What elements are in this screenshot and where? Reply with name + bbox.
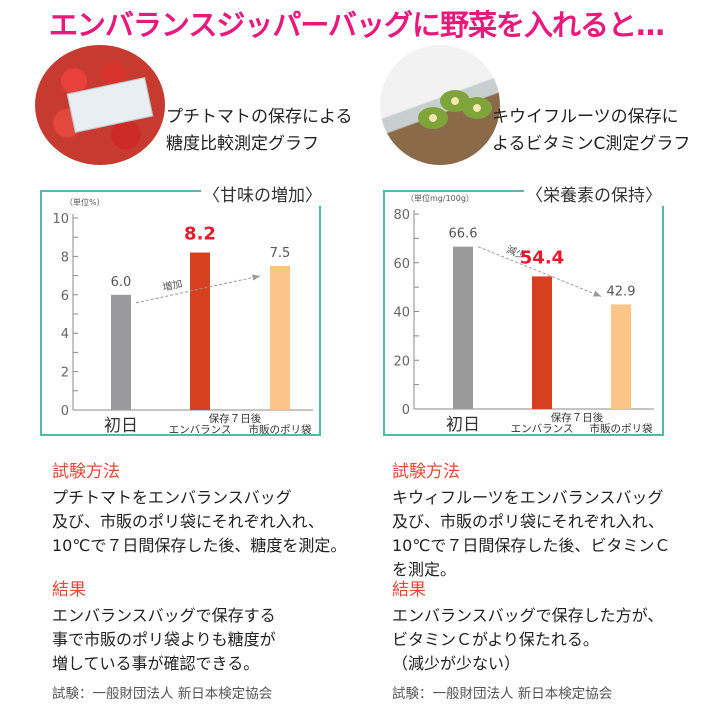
bar-2 [611,304,631,409]
value-label: 8.2 [184,224,216,245]
y-tick-label: 80 [393,208,410,223]
method-line: 及び、市販のポリ袋にそれぞれ入れ、 [52,512,324,531]
trend-arrow [135,275,261,304]
method-heading: 試験方法 [392,462,460,482]
method-line: 10℃で７日間保存した後、糖度を測定。 [52,536,347,555]
page-title: エンバランスジッパーバッグに野菜を入れると… [48,8,665,42]
category-label: 市販のポリ袋 [249,423,312,436]
method-line: を測定。 [392,560,457,579]
bar-0 [453,246,473,409]
caption-line: 糖度比較測定グラフ [166,134,319,154]
result-line: 増している事が確認できる。 [52,654,260,673]
test-source: 試験：一般財団法人 新日本検定協会 [392,686,613,702]
result-line: ビタミンＣがより保たれる。 [392,630,599,649]
group-label: 保存７日後 [551,411,604,424]
method-heading: 試験方法 [52,462,120,482]
value-label: 6.0 [111,275,132,290]
bar-2 [270,266,290,410]
category-label: エンバランス [511,423,574,435]
bar-0 [111,294,131,410]
y-tick-label: 0 [61,404,69,419]
caption-line: キウイフルーツの保存に [492,107,679,127]
right-caption: キウイフルーツの保存に よるビタミンC測定グラフ [492,104,690,158]
y-tick-label: 40 [393,306,410,321]
left-description: 試験方法 プチトマトをエンバランスバッグ 及び、市販のポリ袋にそれぞれ入れ、 1… [52,460,346,706]
value-label: 42.9 [607,284,636,299]
bar-1 [190,252,210,410]
trend-arrow [477,246,602,297]
left-caption: プチトマトの保存による 糖度比較測定グラフ [166,104,353,158]
result-line: エンバランスバッグで保存する [52,606,276,625]
y-tick-label: 8 [61,250,69,265]
arrow-head-icon [593,290,601,297]
y-tick-label: 10 [52,212,69,227]
value-label: 7.5 [270,246,291,261]
result-heading: 結果 [52,580,86,600]
method-line: 及び、市販のポリ袋にそれぞれ入れ、 [392,512,664,531]
method-line: プチトマトをエンバランスバッグ [52,488,292,507]
unit-label: （単位mg/100g） [406,193,474,203]
y-tick-label: 20 [393,354,410,369]
result-line: （減少が少ない） [392,654,521,673]
value-label: 66.6 [449,227,478,242]
value-label: 54.4 [520,247,564,268]
result-heading: 結果 [392,580,426,600]
annotation-label: 増加 [161,277,183,294]
unit-label: （単位%） [65,197,105,207]
category-label: 初日 [104,416,138,436]
y-tick-label: 4 [61,327,69,342]
test-source: 試験：一般財団法人 新日本検定協会 [52,686,273,702]
caption-line: よるビタミンC測定グラフ [492,134,691,154]
category-label: 市販のポリ袋 [590,422,653,435]
arrow-head-icon [252,274,260,281]
group-label: 保存７日後 [209,412,262,425]
result-line: 事で市販のポリ袋よりも糖度が [52,630,276,649]
y-tick-label: 0 [402,403,410,418]
vitamin-chart-frame [383,190,664,436]
bar-1 [532,276,552,409]
caption-line: プチトマトの保存による [166,107,353,127]
vitamin-chart-title: 〈栄養素の保持〉 [524,181,664,206]
y-tick-label: 60 [393,257,410,272]
sweetness-chart-title: 〈甘味の増加〉 [201,181,324,206]
right-description: 試験方法 キウィフルーツをエンバランスバッグ 及び、市販のポリ袋にそれぞれ入れ、… [392,460,670,706]
cherry-tomato-photo [35,45,165,165]
category-label: 初日 [446,415,480,435]
y-tick-label: 2 [61,366,69,381]
y-tick-label: 6 [61,289,69,304]
result-line: エンバランスバッグで保存した方が、 [392,606,664,625]
method-line: キウィフルーツをエンバランスバッグ [392,488,664,507]
method-line: 10℃で７日間保存した後、ビタミンＣ [392,536,671,555]
kiwi-photo [380,45,500,165]
sweetness-chart-frame [40,190,321,436]
category-label: エンバランス [169,424,232,436]
